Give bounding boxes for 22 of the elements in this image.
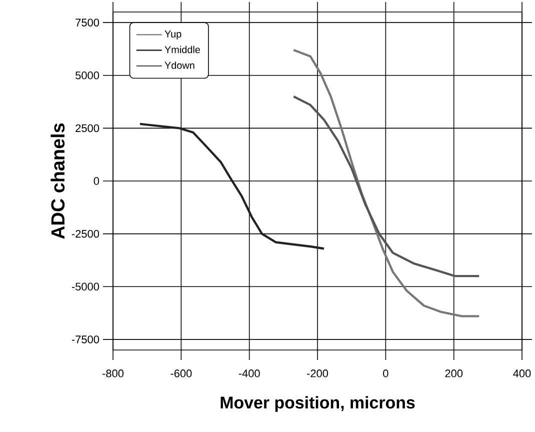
y-tick-label: 7500: [76, 18, 100, 26]
x-tick-label: 200: [445, 370, 463, 378]
x-tick-label: 0: [383, 370, 388, 378]
y-tick-label: 5000: [76, 72, 100, 80]
line-series: [292, 48, 480, 318]
y-tick-label: 2500: [76, 124, 100, 132]
y-tick-label: -2500: [72, 230, 100, 238]
x-tick-label: -200: [307, 370, 328, 378]
x-tick-label: 400: [513, 370, 531, 378]
y-tick-label: -5000: [72, 282, 100, 291]
y-tick-label: 0: [94, 177, 100, 185]
y-tick-label: -7500: [72, 336, 100, 344]
x-tick-label: -600: [170, 370, 192, 378]
legend-label: Yup: [164, 30, 182, 40]
legend-label: Ydown: [164, 62, 194, 69]
line-series: [292, 95, 480, 278]
legend-label: Ymiddle: [164, 46, 200, 54]
x-tick-label: -400: [238, 370, 260, 378]
y-axis-title: ADC chanels: [50, 123, 65, 239]
x-tick-label: -800: [102, 370, 124, 378]
x-axis-title: Mover position, microns: [220, 396, 415, 412]
line-series: [138, 122, 326, 250]
